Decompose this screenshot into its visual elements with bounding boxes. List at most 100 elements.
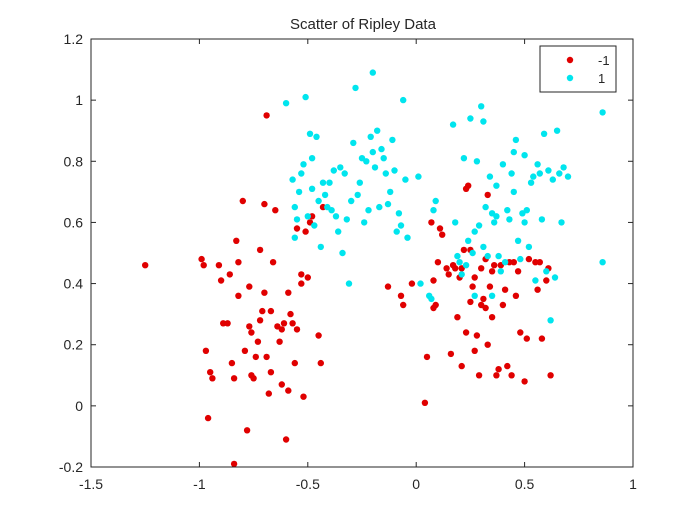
data-point: [491, 219, 498, 226]
data-point: [224, 320, 231, 327]
data-point: [506, 216, 513, 223]
data-point: [256, 246, 264, 254]
data-point: [391, 167, 398, 174]
data-point: [207, 369, 214, 376]
data-point: [560, 164, 567, 171]
axes-background: [91, 39, 633, 467]
data-point: [339, 249, 346, 257]
data-point: [504, 207, 511, 214]
data-point: [397, 292, 405, 299]
data-point: [335, 228, 342, 235]
data-point: [282, 436, 290, 443]
data-point: [599, 109, 606, 116]
data-point: [417, 280, 424, 287]
data-point: [363, 158, 370, 165]
y-tick-label: 1.2: [64, 31, 84, 47]
data-point: [246, 283, 253, 290]
x-tick-label: 1: [629, 476, 637, 492]
data-point: [233, 237, 240, 244]
data-point: [478, 265, 485, 272]
data-point: [517, 329, 524, 336]
data-point: [289, 320, 296, 327]
data-point: [493, 372, 500, 379]
data-point: [439, 231, 446, 238]
data-point: [217, 277, 225, 284]
data-point: [434, 259, 442, 266]
x-tick-label: -0.5: [296, 476, 320, 492]
data-point: [374, 127, 381, 134]
data-point: [475, 222, 483, 229]
data-point: [306, 130, 314, 137]
data-point: [371, 164, 379, 171]
data-point: [400, 301, 407, 309]
data-point: [465, 237, 472, 244]
data-point: [501, 259, 509, 266]
data-point: [480, 243, 487, 251]
data-point: [343, 216, 350, 223]
data-point: [278, 381, 285, 388]
data-point: [291, 359, 298, 367]
y-tick-label: -0.2: [59, 459, 83, 475]
data-point: [495, 366, 502, 373]
data-point: [215, 262, 223, 269]
data-point: [230, 460, 238, 468]
data-point: [308, 155, 316, 162]
data-point: [382, 170, 389, 177]
data-point: [456, 259, 463, 266]
data-point: [514, 237, 522, 244]
data-point: [319, 179, 327, 186]
data-point: [354, 191, 361, 199]
data-point: [523, 335, 530, 342]
data-point: [298, 280, 305, 287]
data-point: [521, 378, 528, 385]
data-point: [543, 277, 550, 284]
data-point: [376, 203, 383, 211]
data-point: [558, 219, 565, 226]
axes: -1.5 -1 -0.5 0 0.5 1 -0.2 0 0.2 0.4 0.6 0.8 1 1.2: [59, 31, 637, 492]
data-point: [504, 362, 511, 370]
data-point: [454, 314, 461, 321]
data-point: [471, 347, 478, 354]
data-point: [361, 219, 368, 226]
data-point: [350, 139, 357, 147]
y-tick-label: 0: [75, 398, 83, 414]
data-point: [486, 173, 494, 180]
data-point: [480, 295, 487, 303]
data-point: [308, 185, 316, 192]
data-point: [282, 100, 290, 107]
data-point: [484, 191, 491, 199]
data-point: [220, 320, 227, 327]
data-point: [428, 219, 435, 226]
data-point: [250, 375, 257, 382]
data-point: [517, 255, 524, 263]
data-point: [228, 359, 236, 367]
data-point: [480, 118, 487, 125]
data-point: [328, 207, 335, 214]
data-point: [389, 136, 396, 144]
x-tick-label: -1.5: [79, 476, 103, 492]
data-point: [428, 295, 435, 303]
data-point: [278, 326, 285, 333]
data-point: [380, 155, 387, 162]
data-point: [230, 375, 238, 382]
data-point: [259, 307, 266, 315]
x-tick-label: 0: [412, 476, 420, 492]
data-point: [280, 320, 288, 327]
data-point: [421, 399, 429, 406]
data-point: [488, 292, 496, 299]
y-tick-label: 0.8: [64, 153, 84, 169]
data-point: [384, 200, 392, 208]
data-point: [473, 332, 481, 339]
data-point: [415, 173, 422, 180]
data-point: [332, 213, 340, 220]
axes-box: [90, 38, 634, 468]
data-point: [367, 133, 374, 140]
data-point: [549, 176, 556, 183]
data-point: [458, 362, 465, 370]
legend-marker: [566, 74, 574, 82]
data-point: [263, 112, 270, 119]
y-tick-label: 0.2: [64, 337, 84, 353]
data-point: [243, 427, 251, 434]
data-point: [530, 173, 537, 180]
data-point: [267, 307, 275, 315]
